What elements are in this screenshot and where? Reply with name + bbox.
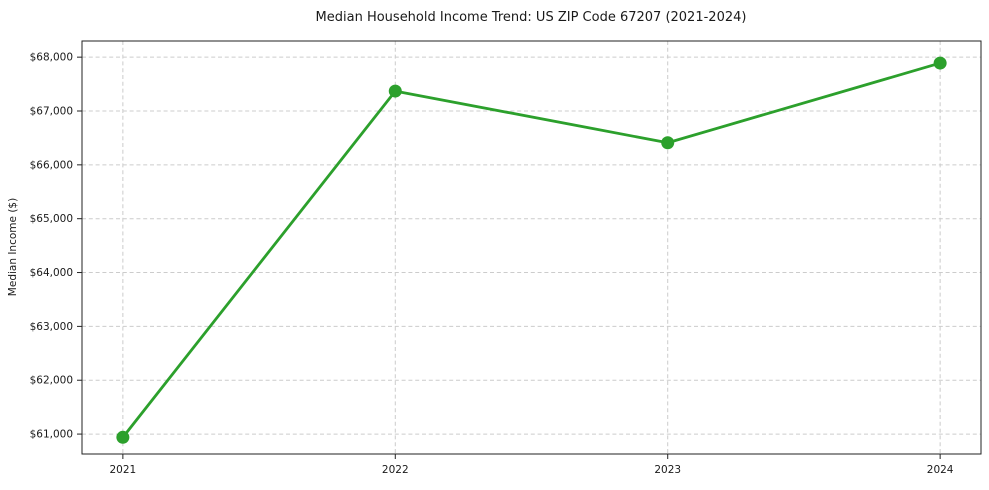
y-tick-label: $61,000 (30, 429, 73, 441)
y-tick-label: $66,000 (30, 159, 73, 171)
y-tick-labels: $61,000 $62,000 $63,000 $64,000 $65,000 $66,0… (30, 52, 73, 441)
x-tick-labels: 2021 2022 2023 2024 (109, 464, 953, 476)
gridlines (82, 41, 981, 454)
x-tick-label: 2021 (109, 464, 136, 476)
y-tick-label: $63,000 (30, 321, 73, 333)
y-tick-label: $65,000 (30, 213, 73, 225)
y-axis-label: Median Income ($) (7, 198, 19, 296)
y-tick-label: $64,000 (30, 267, 73, 279)
x-tick-label: 2024 (927, 464, 954, 476)
chart-title: Median Household Income Trend: US ZIP Co… (316, 10, 747, 25)
x-tick-label: 2022 (382, 464, 409, 476)
data-point (933, 56, 947, 70)
plot-border (81, 40, 982, 455)
y-tick-label: $68,000 (30, 52, 73, 64)
axis-ticks (77, 56, 941, 459)
data-point (388, 84, 402, 98)
y-tick-label: $62,000 (30, 375, 73, 387)
data-point (116, 430, 130, 444)
trend-line (121, 61, 942, 439)
data-points (116, 56, 947, 444)
x-tick-label: 2023 (654, 464, 681, 476)
data-point (661, 136, 675, 150)
y-tick-label: $67,000 (30, 106, 73, 118)
